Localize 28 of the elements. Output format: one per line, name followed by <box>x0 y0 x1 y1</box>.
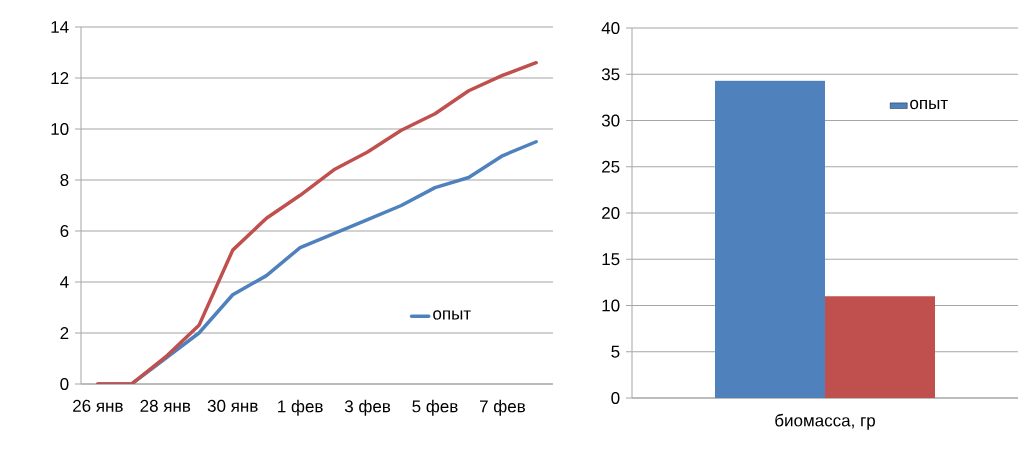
line-series <box>96 60 538 384</box>
y-tick-label: 0 <box>611 391 620 405</box>
x-tick-label: биомасса, гр <box>775 413 875 430</box>
x-tick-label: 30 янв <box>207 399 258 412</box>
y-tick-label: 10 <box>51 122 69 136</box>
legend-label: опыт <box>433 310 471 320</box>
y-tick-label: 40 <box>601 21 620 35</box>
x-tick-label: 1 фев <box>278 399 323 416</box>
y-tick-label: 5 <box>611 345 620 358</box>
x-tick-label: 28 янв <box>140 399 191 412</box>
y-tick-label: 35 <box>601 68 620 81</box>
x-tick-label: 26 янв <box>73 399 123 412</box>
y-tick-label: 15 <box>602 253 620 266</box>
legend-label: опыт <box>910 99 948 110</box>
y-tick-label: 6 <box>60 224 69 238</box>
y-tick-label: 2 <box>60 327 69 339</box>
y-tick-label: 12 <box>51 72 69 84</box>
y-tick-label: 14 <box>51 21 69 33</box>
y-tick-label: 4 <box>60 276 69 288</box>
y-tick-label: 25 <box>602 160 620 173</box>
x-tick-label: 3 фев <box>344 399 391 416</box>
y-tick-label: 30 <box>601 114 620 127</box>
y-tick-label: 8 <box>60 173 69 187</box>
x-tick-label: 7 фев <box>479 399 526 416</box>
x-tick-label: 5 фев <box>412 399 458 416</box>
y-tick-label: 20 <box>602 206 620 220</box>
y-tick-label: 0 <box>60 377 69 391</box>
y-tick-label: 10 <box>602 299 620 312</box>
